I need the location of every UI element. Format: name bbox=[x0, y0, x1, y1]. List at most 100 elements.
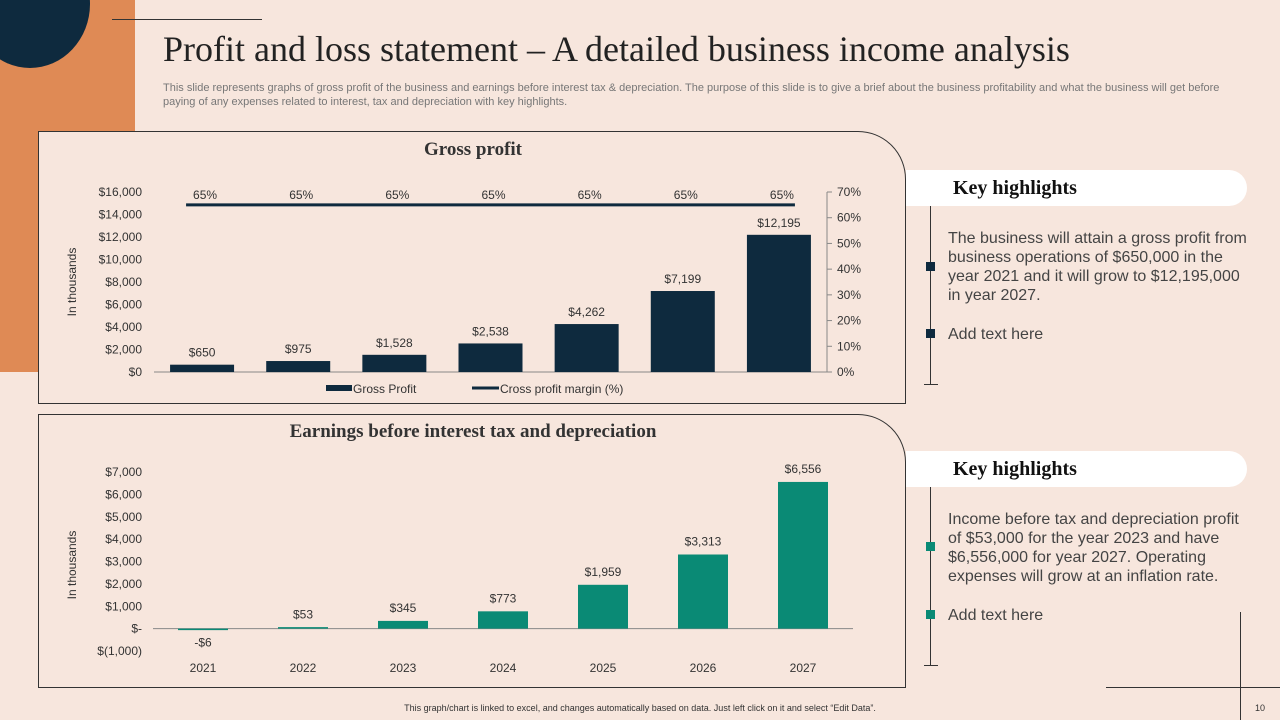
line-data-label: 65% bbox=[481, 188, 505, 202]
line-data-label: 65% bbox=[385, 188, 409, 202]
gross-profit-bar bbox=[746, 234, 811, 372]
y2-tick-label: 10% bbox=[837, 339, 861, 353]
bar-data-label: $12,195 bbox=[757, 216, 801, 230]
legend-label: Cross profit margin (%) bbox=[500, 382, 623, 396]
x-tick-label: 2026 bbox=[690, 661, 717, 675]
highlights-connector-line-2 bbox=[930, 487, 931, 665]
x-tick-label: 2022 bbox=[290, 661, 317, 675]
ebitd-chart-title: Earnings before interest tax and depreci… bbox=[289, 421, 657, 442]
gross-profit-bar bbox=[458, 343, 523, 372]
line-data-label: 65% bbox=[674, 188, 698, 202]
x-tick-label: 2021 bbox=[190, 661, 217, 675]
ebitd-chart: $7,000 $6,000 $5,000 $4,000 $3,000 $2,000 $1,0… bbox=[65, 462, 853, 675]
y-tick-label: $5,000 bbox=[105, 510, 142, 524]
y2-tick-label: 30% bbox=[837, 288, 861, 302]
bar-data-label: $53 bbox=[293, 607, 313, 621]
decorative-right-line bbox=[1240, 612, 1241, 720]
x-tick-label: 2027 bbox=[790, 661, 817, 675]
highlights-connector-end-1 bbox=[924, 384, 938, 385]
y-tick-label: $4,000 bbox=[105, 532, 142, 546]
y-tick-label: $10,000 bbox=[99, 253, 143, 267]
y-tick-label: $4,000 bbox=[105, 320, 142, 334]
ebitd-bar bbox=[378, 620, 428, 629]
highlight-text-1: The business will attain a gross profit … bbox=[948, 230, 1247, 304]
x-tick-label: 2024 bbox=[490, 661, 517, 675]
decorative-top-line bbox=[112, 19, 262, 20]
key-highlights-title-1: Key highlights bbox=[953, 177, 1077, 199]
y-tick-label: $3,000 bbox=[105, 555, 142, 569]
y-tick-label: $- bbox=[131, 622, 142, 636]
x-tick-label: 2025 bbox=[590, 661, 617, 675]
bar-data-label: $650 bbox=[189, 346, 216, 360]
page-number: 10 bbox=[1255, 703, 1266, 713]
highlight-add-text-1: Add text here bbox=[948, 326, 1044, 343]
bar-data-label: $1,528 bbox=[376, 336, 413, 350]
bar-data-label: $4,262 bbox=[568, 305, 605, 319]
footer-note: This graph/chart is linked to excel, and… bbox=[404, 703, 876, 713]
bar-data-label: $975 bbox=[285, 342, 312, 356]
gross-profit-bar bbox=[362, 354, 427, 372]
bar-data-label: $7,199 bbox=[664, 272, 701, 286]
gross-profit-panel: Gross profit $16,000 $14,000 $12,000 $10,00… bbox=[38, 131, 906, 404]
y-axis-label: In thousands bbox=[65, 248, 79, 317]
bar-data-label: $2,538 bbox=[472, 324, 509, 338]
gross-profit-chart: $16,000 $14,000 $12,000 $10,000 $8,000 $6,000… bbox=[65, 185, 861, 396]
y2-tick-label: 60% bbox=[837, 211, 861, 225]
y-axis-label: In thousands bbox=[65, 531, 79, 600]
ebitd-bar bbox=[178, 628, 228, 631]
line-data-label: 65% bbox=[193, 188, 217, 202]
y-tick-label: $(1,000) bbox=[97, 644, 142, 658]
ebitd-bar bbox=[278, 627, 328, 629]
y-tick-label: $6,000 bbox=[105, 487, 142, 501]
y-tick-label: $0 bbox=[129, 365, 143, 379]
y-tick-label: $12,000 bbox=[99, 230, 143, 244]
gross-profit-bar bbox=[170, 364, 235, 372]
gross-profit-bar bbox=[266, 361, 331, 372]
line-data-label: 65% bbox=[289, 188, 313, 202]
y2-tick-label: 70% bbox=[837, 185, 861, 199]
bar-data-label: $1,959 bbox=[585, 565, 622, 579]
page-title: Profit and loss statement – A detailed b… bbox=[163, 29, 1070, 69]
highlight-add-text-2: Add text here bbox=[948, 607, 1044, 624]
ebitd-panel: Earnings before interest tax and depreci… bbox=[38, 414, 906, 688]
bar-data-label: $3,313 bbox=[685, 534, 722, 548]
decorative-bottom-line bbox=[1106, 687, 1280, 688]
y-tick-label: $2,000 bbox=[105, 343, 142, 357]
gross-profit-bar bbox=[650, 291, 715, 372]
y-tick-label: $7,000 bbox=[105, 465, 142, 479]
legend-label: Gross Profit bbox=[353, 382, 417, 396]
x-tick-label: 2023 bbox=[390, 661, 417, 675]
key-highlights-title-2: Key highlights bbox=[953, 458, 1077, 480]
y-tick-label: $8,000 bbox=[105, 275, 142, 289]
y-tick-label: $1,000 bbox=[105, 599, 142, 613]
bullet-square-icon bbox=[926, 262, 935, 271]
y2-tick-label: 20% bbox=[837, 314, 861, 328]
key-highlights-pill-1 bbox=[906, 170, 1247, 206]
y2-tick-label: 50% bbox=[837, 236, 861, 250]
bullet-square-icon bbox=[926, 610, 935, 619]
highlight-text-2: Income before tax and depreciation profi… bbox=[948, 511, 1239, 585]
ebitd-bar bbox=[578, 584, 628, 629]
bar-data-label: -$6 bbox=[194, 636, 212, 650]
key-highlights-pill-2 bbox=[906, 451, 1247, 487]
ebitd-bar bbox=[778, 481, 828, 629]
bar-data-label: $773 bbox=[490, 591, 517, 605]
y-tick-label: $14,000 bbox=[99, 208, 143, 222]
y-tick-label: $6,000 bbox=[105, 298, 142, 312]
y-tick-label: $16,000 bbox=[99, 185, 143, 199]
line-data-label: 65% bbox=[578, 188, 602, 202]
highlights-connector-end-2 bbox=[924, 665, 938, 666]
y-tick-label: $2,000 bbox=[105, 577, 142, 591]
y2-tick-label: 40% bbox=[837, 262, 861, 276]
ebitd-bar bbox=[678, 554, 728, 629]
highlights-connector-line-1 bbox=[930, 206, 931, 384]
ebitd-bar bbox=[478, 611, 528, 629]
bullet-square-icon bbox=[926, 542, 935, 551]
bar-data-label: $345 bbox=[390, 601, 417, 615]
y2-tick-label: 0% bbox=[837, 365, 855, 379]
bullet-square-icon bbox=[926, 329, 935, 338]
legend-bar-swatch bbox=[326, 385, 352, 391]
page-subtitle: This slide represents graphs of gross pr… bbox=[163, 82, 1220, 108]
gross-profit-bar bbox=[554, 324, 619, 372]
gross-profit-chart-title: Gross profit bbox=[424, 139, 522, 160]
